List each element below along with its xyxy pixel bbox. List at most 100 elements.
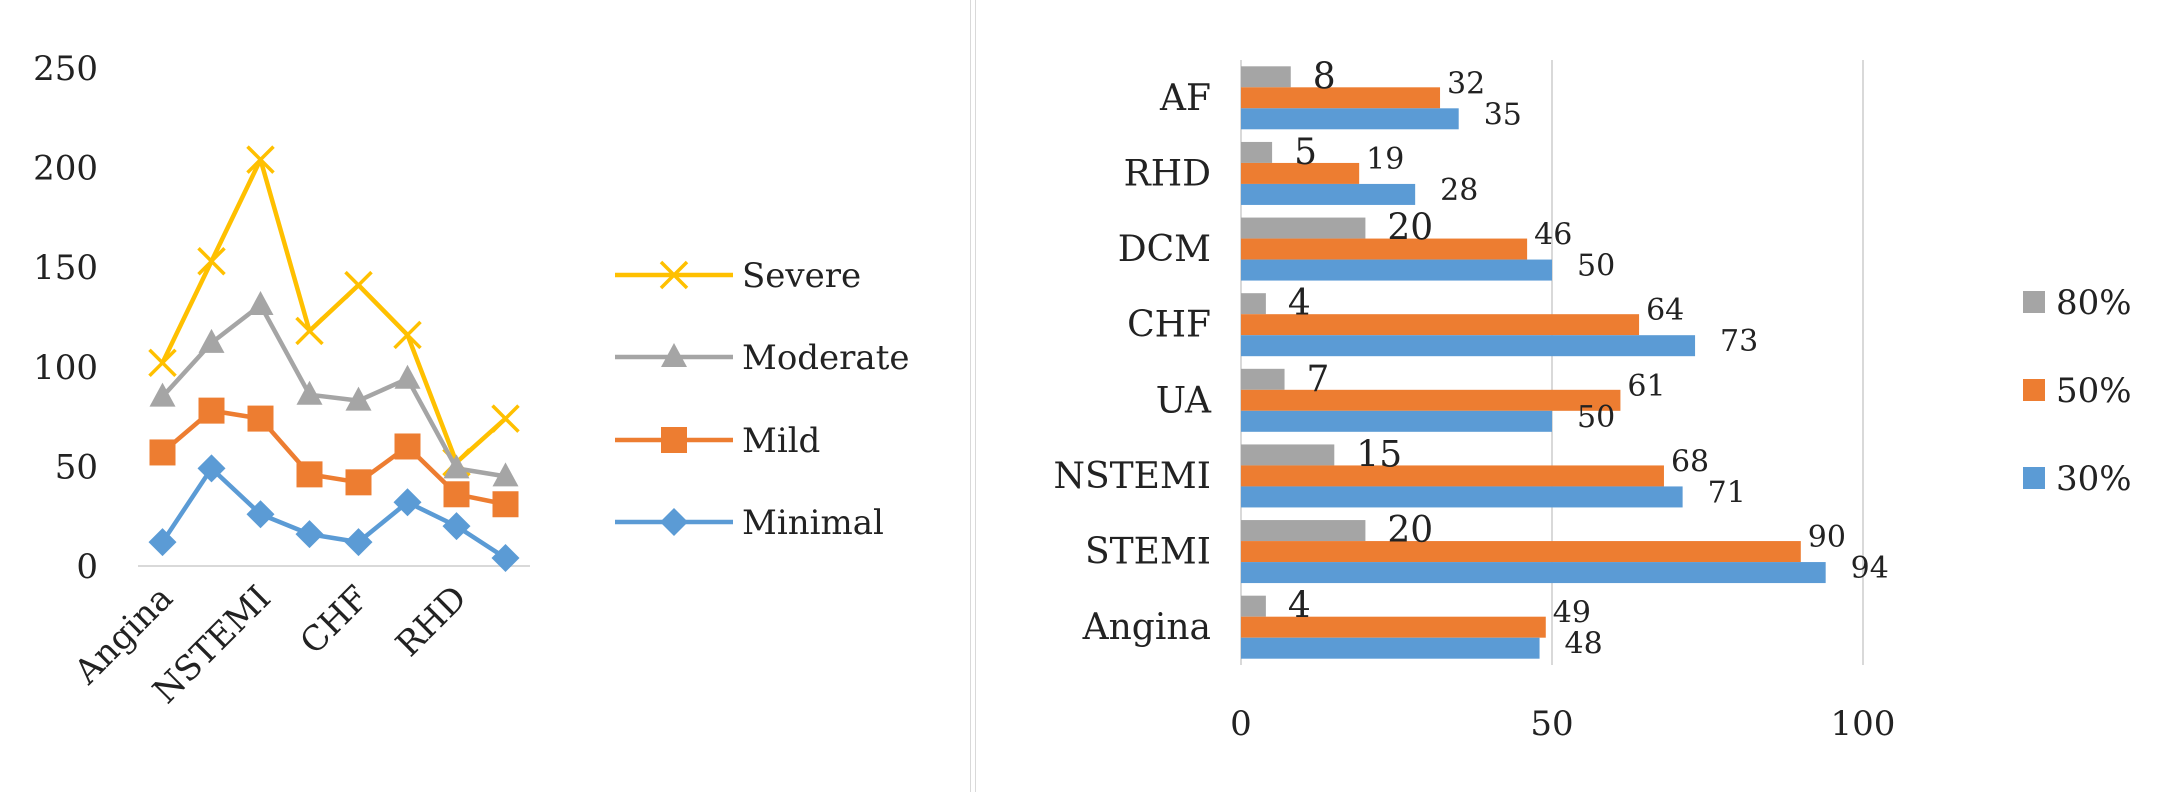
data-point (197, 454, 226, 483)
bar (1241, 217, 1366, 239)
data-point (198, 397, 225, 424)
data-point (491, 404, 520, 433)
legend-label: Minimal (742, 503, 884, 543)
category-label: UA (1156, 380, 1212, 421)
bar (1241, 259, 1552, 281)
line-chart-panel: 0 50 100 150 200 250 Angina NSTEMI CHF RHD Severe M… (0, 0, 971, 792)
data-point (492, 491, 519, 518)
data-label: 46 (1534, 218, 1572, 253)
series-50pct (1241, 87, 1801, 638)
y-tick-label: 50 (55, 447, 98, 487)
data-point (148, 348, 177, 378)
y-tick-label: 250 (33, 49, 98, 89)
data-point (492, 462, 519, 487)
data-point (345, 386, 372, 411)
data-point (393, 320, 422, 350)
bar (1241, 66, 1291, 88)
data-point (246, 145, 275, 174)
category-label: RHD (1124, 153, 1211, 194)
bar (1241, 108, 1459, 130)
data-label: 4 (1288, 283, 1311, 324)
legend-marker (659, 260, 689, 290)
data-label: 5 (1294, 132, 1317, 173)
data-label: 15 (1356, 434, 1402, 475)
legend-marker (660, 508, 688, 536)
data-point (295, 316, 324, 346)
data-point (247, 291, 274, 316)
legend-swatch (2023, 467, 2045, 489)
x-tick-label: 50 (1530, 704, 1573, 744)
bar (1241, 293, 1266, 315)
legend: Severe Moderate Mild Minimal (615, 256, 909, 543)
bar (1241, 562, 1826, 584)
data-point (149, 382, 176, 407)
bar (1241, 389, 1621, 411)
series-severe (148, 145, 520, 477)
bar (1241, 444, 1335, 466)
y-axis: 0 50 100 150 200 250 (33, 49, 98, 587)
category-label: DCM (1118, 229, 1211, 270)
data-label: 61 (1627, 369, 1665, 404)
legend: 80% 50% 30% (2023, 283, 2132, 499)
data-label: 50 (1577, 400, 1615, 435)
x-tick-label: RHD (388, 578, 475, 665)
series-minimal (148, 454, 520, 573)
data-label: 20 (1387, 208, 1433, 249)
y-tick-label: 200 (33, 149, 98, 189)
bar (1241, 410, 1552, 432)
bar (1241, 486, 1683, 508)
legend-marker (661, 343, 687, 367)
series-80pct (1241, 66, 1366, 617)
data-label: 7 (1307, 359, 1330, 400)
data-label: 64 (1646, 293, 1684, 328)
bar (1241, 541, 1801, 563)
data-point (344, 528, 373, 557)
data-point (148, 528, 177, 557)
x-axis: 0 50 100 (1230, 704, 1895, 744)
legend-swatch (2023, 379, 2045, 401)
data-label: 35 (1484, 97, 1522, 132)
bar (1241, 183, 1416, 205)
y-tick-label: 100 (33, 348, 98, 388)
data-point (394, 364, 421, 389)
category-label: NSTEMI (1053, 456, 1211, 497)
data-point (344, 270, 373, 300)
y-axis: Angina STEMI NSTEMI UA CHF DCM RHD AF (1053, 78, 1212, 648)
data-point (247, 405, 274, 432)
data-point (296, 380, 323, 405)
data-label: 90 (1808, 520, 1846, 555)
category-label: AF (1159, 78, 1211, 119)
x-tick-label: CHF (293, 578, 377, 662)
data-label: 28 (1440, 173, 1478, 208)
bar (1241, 87, 1441, 109)
legend-label: Severe (742, 256, 861, 296)
legend-label: 30% (2056, 459, 2132, 499)
data-label: 20 (1387, 510, 1433, 551)
series-30pct (1241, 108, 1826, 659)
data-point (198, 328, 225, 353)
bar (1241, 595, 1266, 617)
legend-label: 80% (2056, 283, 2132, 323)
data-point (197, 246, 226, 276)
bar (1241, 616, 1546, 638)
data-point (491, 544, 520, 573)
data-point (394, 433, 421, 460)
legend-label: 50% (2056, 371, 2132, 411)
bar (1241, 141, 1273, 163)
x-tick-label: 100 (1831, 704, 1896, 744)
data-label: 32 (1447, 66, 1485, 101)
data-label: 71 (1708, 475, 1746, 510)
bar (1241, 520, 1366, 542)
series-moderate (149, 291, 519, 487)
x-tick-label: 0 (1230, 704, 1252, 744)
data-label: 4 (1288, 586, 1311, 627)
bar (1241, 335, 1696, 357)
category-label: STEMI (1085, 532, 1211, 573)
series-line-moderate (160, 302, 506, 479)
y-tick-label: 0 (76, 547, 98, 587)
data-label: 8 (1313, 56, 1336, 97)
data-point (295, 520, 324, 549)
data-labels: 4 20 15 7 4 20 5 8 49 90 68 61 64 46 19 32 48 94 71 50 73 50 2… (1288, 56, 1889, 661)
category-label: CHF (1127, 305, 1211, 346)
data-point (246, 500, 275, 529)
